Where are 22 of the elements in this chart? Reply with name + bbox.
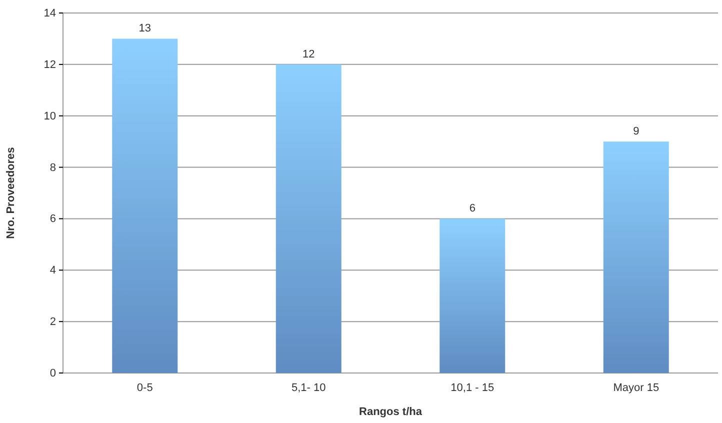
data-label: 12 [302,48,315,60]
y-tick-label: 4 [50,264,56,277]
x-tick-label: 10,1 - 15 [450,382,494,394]
data-label: 6 [469,202,476,215]
y-tick-label: 12 [44,58,56,71]
y-tick-label: 0 [50,368,56,380]
bar [603,142,669,373]
data-label: 13 [138,22,151,35]
bar [276,64,342,373]
x-tick-label: Mayor 15 [613,382,660,394]
y-tick-label: 6 [50,213,56,226]
data-label: 9 [633,126,640,138]
y-tick-label: 14 [44,8,56,20]
y-tick-label: 10 [44,110,56,122]
bar [112,38,178,373]
x-tick-label: 5,1- 10 [292,382,326,394]
x-axis-title: Rangos t/ha [359,406,423,418]
y-tick-label: 2 [50,316,56,328]
bar [440,218,506,373]
y-axis-title: Nro. Proveedores [5,147,17,239]
y-tick-label: 8 [50,162,56,174]
x-tick-label: 0-5 [136,382,153,394]
